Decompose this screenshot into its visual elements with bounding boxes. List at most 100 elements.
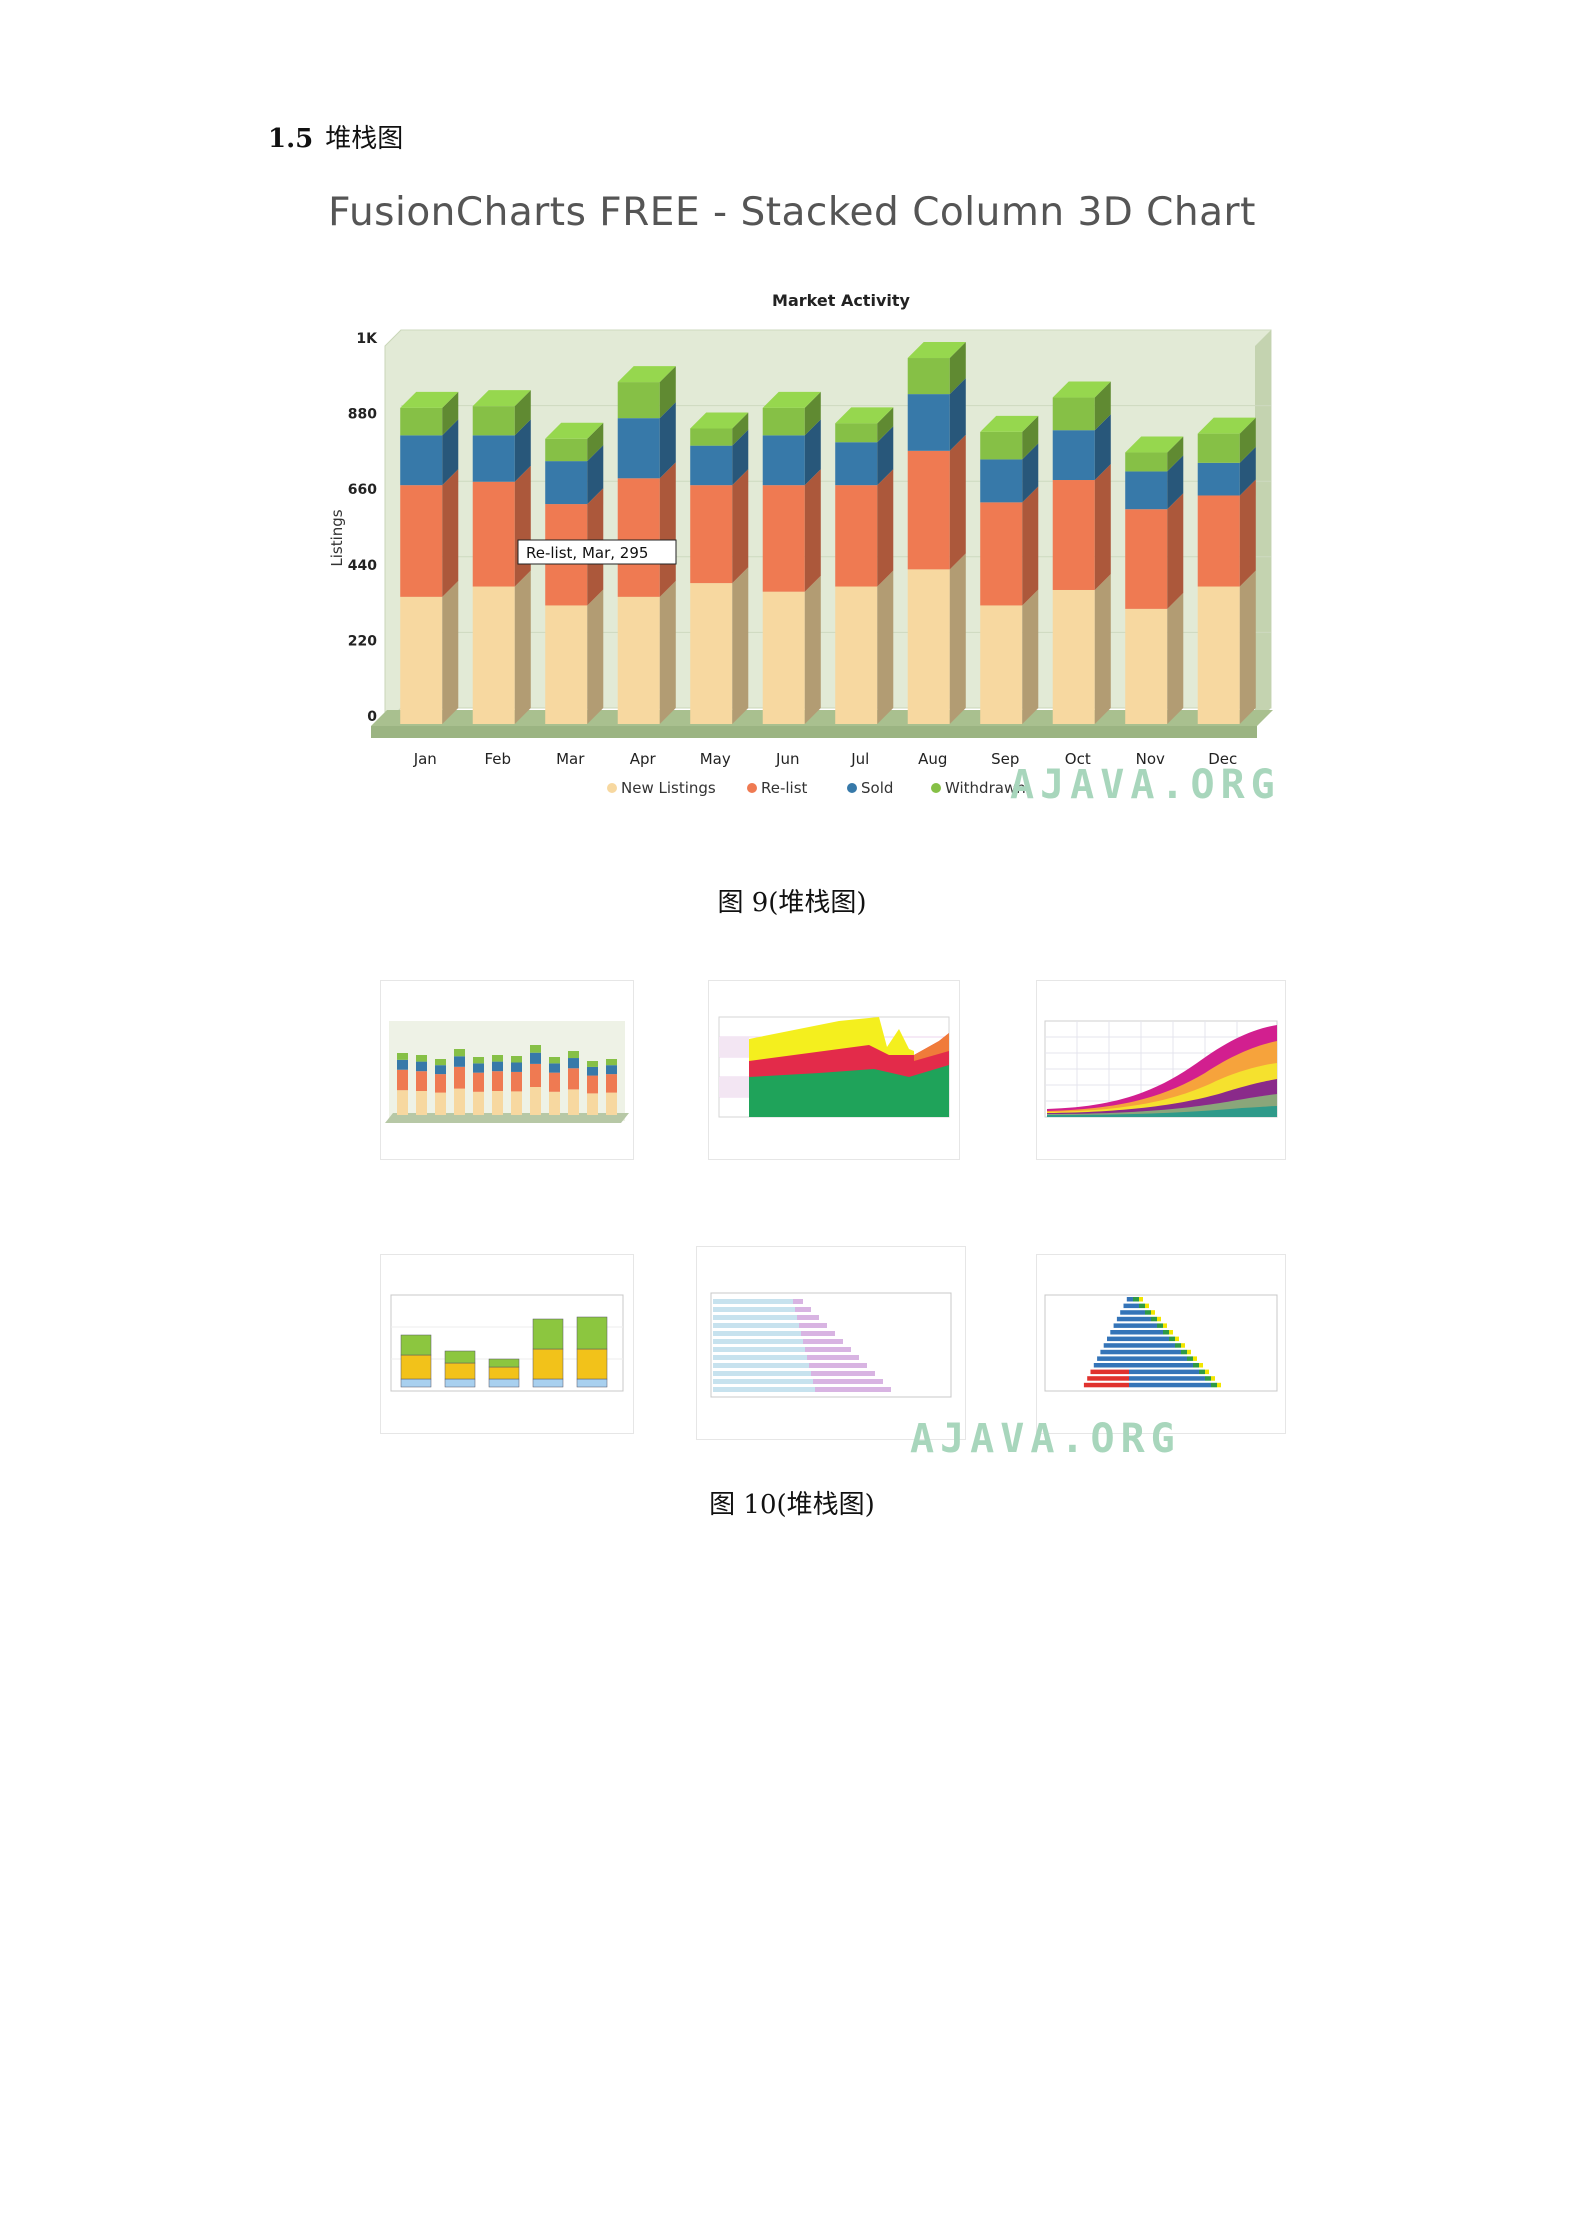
legend-relist: Re-list	[761, 779, 808, 797]
mini-col-segment	[397, 1090, 408, 1115]
mini-pyramid-yellow	[1211, 1376, 1215, 1381]
bar-nov-sold	[1125, 471, 1168, 510]
mini-bar-segment	[793, 1299, 803, 1304]
mini-col-segment	[606, 1059, 617, 1066]
legend-withdrawn: Withdrawn	[945, 779, 1026, 797]
bar-jan-withdrawn	[400, 407, 443, 436]
mini-pyramid-green	[1181, 1349, 1187, 1355]
mini-col-segment	[549, 1072, 560, 1092]
mini-pyramid-left	[1107, 1336, 1129, 1342]
bar-side	[1022, 486, 1039, 606]
thumbnail-stacked-area	[708, 980, 960, 1160]
mini-pyramid-left	[1090, 1369, 1129, 1375]
bar-side	[877, 469, 894, 587]
bar-aug-new_listings	[907, 569, 950, 724]
bar-side	[949, 378, 966, 451]
mini-pyramid-left	[1087, 1376, 1129, 1381]
mini-pyramid-green	[1193, 1363, 1199, 1368]
y-tick-label: 440	[348, 558, 377, 574]
y-tick-label: 220	[348, 633, 377, 649]
x-tick-label: Oct	[1065, 750, 1091, 768]
bar-jun-sold	[762, 435, 805, 486]
mini-bar-segment	[713, 1371, 811, 1376]
bar-side	[804, 575, 821, 724]
mini-pyramid-left	[1120, 1310, 1129, 1315]
bar-side	[732, 469, 749, 584]
mini-col-segment	[511, 1056, 522, 1063]
bar-side	[659, 402, 676, 479]
mini-pyramid-green	[1157, 1323, 1163, 1328]
mini-pyramid-green	[1169, 1336, 1175, 1342]
bar-feb-sold	[472, 435, 515, 482]
bar-side	[1094, 381, 1111, 431]
bar-side	[514, 419, 531, 482]
bar-side	[804, 469, 821, 592]
mini-pyramid-green	[1205, 1376, 1211, 1381]
bar-side	[1094, 464, 1111, 590]
bar-side	[659, 580, 676, 724]
bar-jun-new_listings	[762, 591, 805, 724]
floor-front	[371, 726, 1257, 738]
y-tick-label: 660	[348, 482, 377, 498]
mini-pyramid-yellow	[1145, 1303, 1149, 1309]
mini-bar-segment	[713, 1299, 793, 1304]
mini-pyramid-left	[1093, 1363, 1129, 1368]
plot-side-wall	[1255, 330, 1271, 724]
mini-bar-segment	[803, 1339, 843, 1344]
mini-pyramid-green	[1163, 1330, 1169, 1335]
mini-col-segment	[530, 1045, 541, 1053]
mini-pyramid-yellow	[1181, 1343, 1185, 1348]
mini-pyramid-left	[1113, 1323, 1129, 1328]
mini-pyramid-right	[1129, 1330, 1163, 1335]
mini-col-segment	[397, 1053, 408, 1060]
mini-col-segment	[530, 1087, 541, 1115]
mini-col-segment	[568, 1089, 579, 1115]
bar-oct-new_listings	[1052, 589, 1095, 724]
mini-col-segment	[492, 1061, 503, 1072]
legend-marker	[607, 783, 617, 793]
bar-side	[514, 465, 531, 587]
mini-bar-segment	[713, 1355, 807, 1360]
thumbnail-stacked-3d-columns	[380, 980, 634, 1160]
bar-side	[732, 429, 749, 486]
mini-col-segment	[549, 1091, 560, 1115]
mini-2d-segment	[400, 1378, 432, 1388]
mini-pyramid-green	[1151, 1316, 1157, 1322]
mini-2d-segment	[488, 1378, 520, 1388]
bar-side	[804, 419, 821, 486]
mini-pyramid-green	[1211, 1382, 1217, 1388]
bar-side	[442, 419, 459, 486]
bar-top	[835, 407, 894, 424]
mini-col-segment	[587, 1061, 598, 1067]
thumbnail-stacked-2d-columns	[380, 1254, 634, 1434]
mini-col-segment	[568, 1051, 579, 1059]
mini-pyramid-right	[1129, 1343, 1175, 1348]
mini-2d-segment	[576, 1348, 608, 1380]
bar-side	[1239, 479, 1256, 587]
mini-col-segment	[606, 1065, 617, 1075]
mini-bar-segment	[713, 1307, 795, 1312]
bar-oct-withdrawn	[1052, 397, 1095, 431]
bar-mar-withdrawn	[545, 438, 588, 462]
bar-side	[949, 434, 966, 570]
bar-top	[690, 412, 749, 429]
mini-col-segment	[606, 1092, 617, 1115]
thumbnail-population-pyramid	[1036, 1254, 1286, 1434]
bar-side	[587, 422, 604, 462]
bar-apr-new_listings	[617, 596, 660, 724]
figure10-caption: 图 10(堆栈图)	[709, 1490, 875, 1520]
mini-col-segment	[454, 1066, 465, 1089]
mini-col-segment	[435, 1092, 446, 1115]
bar-top	[907, 342, 966, 359]
bar-sep-withdrawn	[980, 431, 1023, 460]
mini-col-segment	[473, 1091, 484, 1115]
bar-side	[1167, 592, 1184, 724]
mini-pyramid-right	[1129, 1356, 1187, 1361]
bar-sep-relist	[980, 502, 1023, 606]
x-tick-label: Nov	[1136, 750, 1165, 768]
mini-2d-segment	[444, 1378, 476, 1388]
bar-top	[1052, 381, 1111, 398]
mini-pyramid-left	[1123, 1303, 1129, 1309]
bar-dec-new_listings	[1197, 586, 1240, 724]
mini-pyramid-yellow	[1199, 1363, 1203, 1368]
